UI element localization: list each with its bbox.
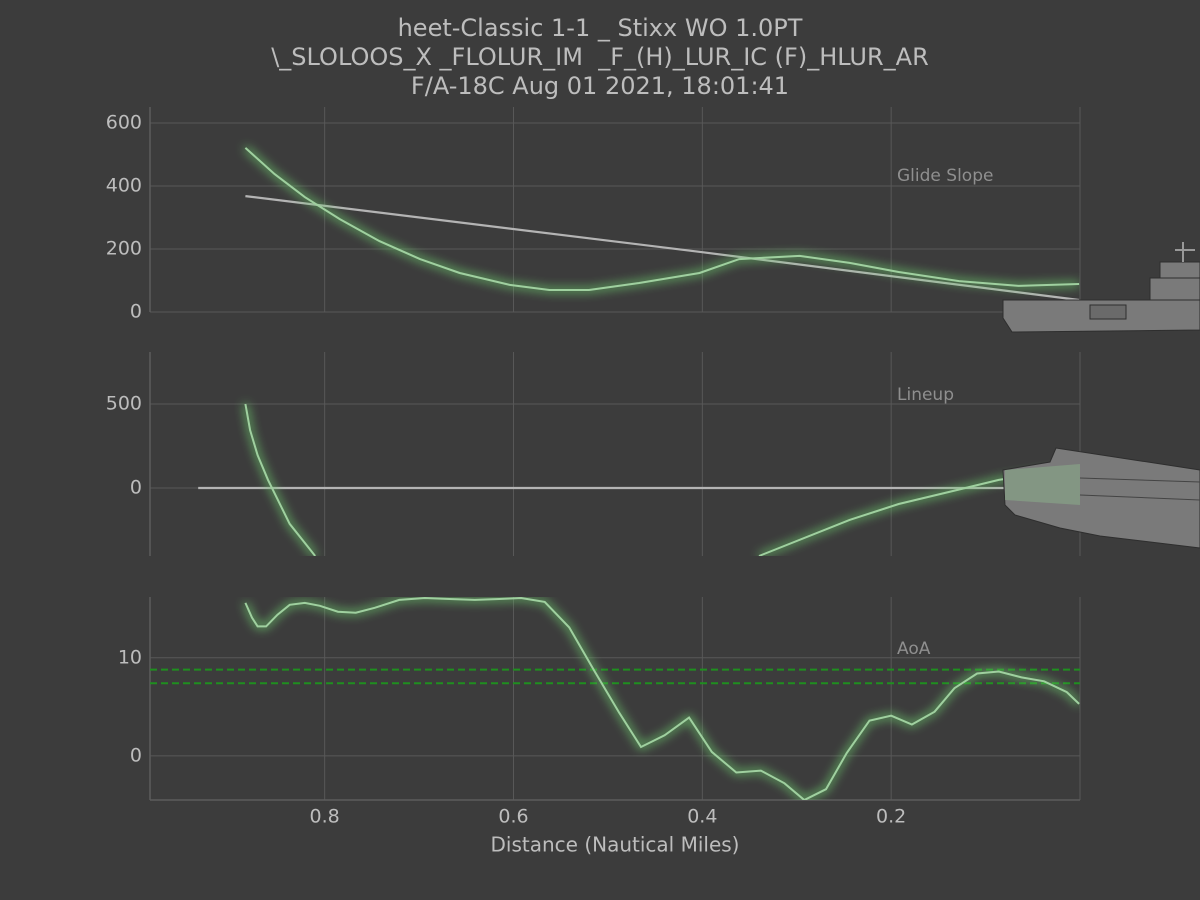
y-tick-label: 10 xyxy=(118,646,142,668)
x-tick-label: 0.4 xyxy=(687,806,717,828)
subplot: 0 500 Lineup xyxy=(106,352,1081,556)
subplot: 0 200 400 600 Glide Slope xyxy=(106,107,1081,323)
annotation: Glide Slope xyxy=(897,166,993,186)
x-tick-label: 0.8 xyxy=(310,806,340,828)
y-tick-label: 0 xyxy=(130,744,142,766)
x-axis-label: Distance (Nautical Miles) xyxy=(491,833,740,857)
series-line xyxy=(244,147,1080,291)
x-tick-label: 0.6 xyxy=(498,806,528,828)
y-tick-label: 0 xyxy=(130,301,142,323)
series-line xyxy=(244,597,1080,800)
x-tick-label: 0.2 xyxy=(876,806,906,828)
carrier-side xyxy=(1002,242,1200,333)
y-tick-label: 400 xyxy=(106,175,142,197)
y-tick-label: 200 xyxy=(106,238,142,260)
series-line xyxy=(245,195,1080,302)
series-line xyxy=(244,403,1080,556)
y-tick-label: 600 xyxy=(106,112,142,134)
title-line: F/A-18C Aug 01 2021, 18:01:41 xyxy=(411,72,789,100)
title-line: heet-Classic 1-1 _ Stixx WO 1.0PT xyxy=(398,14,803,42)
y-tick-label: 0 xyxy=(130,477,142,499)
carrier-top xyxy=(1002,447,1200,549)
y-tick-label: 500 xyxy=(106,393,142,415)
title-line: \_SLOLOOS_X _FLOLUR_IM _F_(H)_LUR_IC (F)… xyxy=(271,43,929,71)
plots: 0 200 400 600 Glide Slope 0 500 Lineup 0.8 0.6 0.4… xyxy=(106,107,1081,828)
annotation: Lineup xyxy=(897,385,954,405)
annotation: AoA xyxy=(897,639,931,659)
subplot: 0.8 0.6 0.4 0.2 0 10 AoA xyxy=(118,597,1081,828)
